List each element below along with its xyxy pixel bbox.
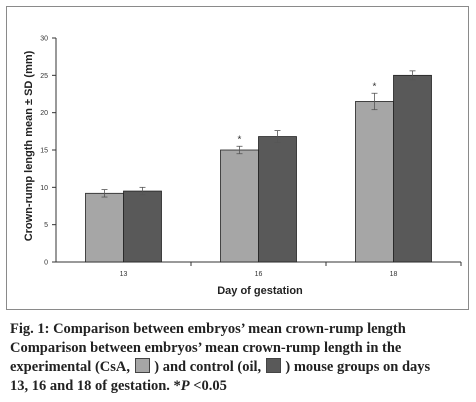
significance-marker: * <box>238 134 242 145</box>
caption-line-4: 13, 16 and 18 of gestation. *P <0.05 <box>10 377 472 396</box>
x-tick-label: 18 <box>390 271 398 278</box>
experimental-swatch-icon <box>134 358 150 373</box>
caption-text: ) mouse groups on days <box>285 359 431 375</box>
y-tick-label: 25 <box>40 73 48 80</box>
bar-chart: 0 5 10 15 20 25 30 13 16 * 18 * Crown-rump length m… <box>23 36 462 297</box>
caption-line-2: Comparison between embryos’ mean crown-r… <box>10 340 402 356</box>
x-tick-label: 16 <box>255 271 263 278</box>
y-axis-title: Crown-rump length mean ± SD (mm) <box>23 50 35 241</box>
caption-title: Fig. 1: Comparison between embryos’ mean… <box>10 321 406 337</box>
control-swatch-icon <box>265 358 281 373</box>
y-tick-label: 10 <box>40 185 48 192</box>
p-value-symbol: P <box>180 378 190 394</box>
caption-text: ) and control (oil, <box>154 359 262 375</box>
y-tick-label: 15 <box>40 148 48 155</box>
caption-line-3: experimental (CsA, ) and control (oil, )… <box>10 358 472 377</box>
caption-text: experimental (CsA, <box>10 359 131 375</box>
y-tick-label: 20 <box>40 110 48 117</box>
bar <box>85 192 124 263</box>
bar <box>123 190 162 263</box>
bar <box>355 101 394 263</box>
x-axis-title: Day of gestation <box>217 285 303 297</box>
caption-text: <0.05 <box>189 378 227 394</box>
bar <box>258 136 297 263</box>
y-tick-label: 5 <box>44 222 48 229</box>
caption-text: 13, 16 and 18 of gestation. * <box>10 378 181 394</box>
y-tick-label: 30 <box>40 36 48 43</box>
y-tick-label: 0 <box>44 260 48 267</box>
bar <box>220 149 259 263</box>
x-tick-label: 13 <box>120 271 128 278</box>
significance-marker: * <box>373 81 377 92</box>
figure-caption: Fig. 1: Comparison between embryos’ mean… <box>10 320 472 396</box>
bar <box>393 74 432 263</box>
